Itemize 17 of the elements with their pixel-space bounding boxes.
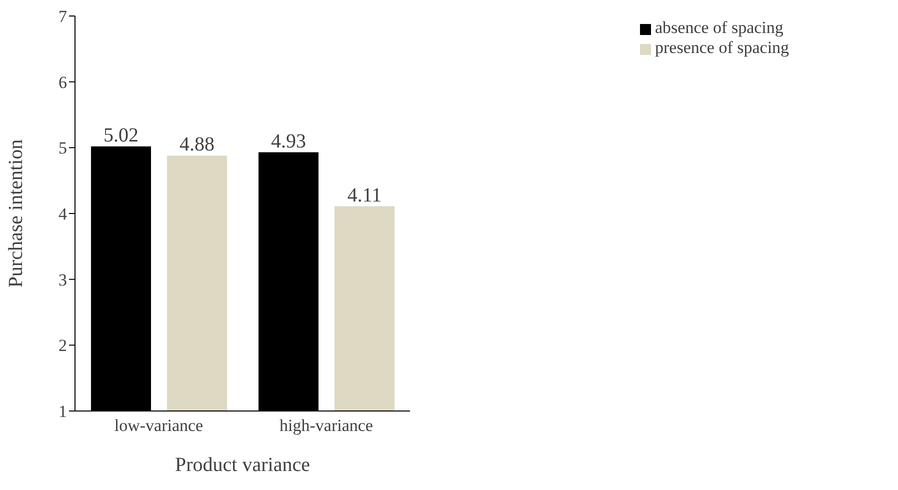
data-label: 4.11	[347, 184, 382, 206]
legend-label: absence of spacing	[655, 18, 784, 37]
x-tick-label: high-variance	[280, 416, 373, 436]
data-label: 4.88	[180, 134, 214, 156]
legend-label: presence of spacing	[655, 38, 790, 57]
y-tick-label: 7	[58, 7, 68, 26]
x-tick-label: low-variance	[114, 416, 204, 436]
data-label: 4.93	[271, 130, 306, 152]
y-tick-label: 6	[58, 72, 67, 92]
data-label: 5.02	[104, 124, 138, 146]
y-tick-label: 4	[58, 204, 68, 224]
y-tick-label: 2	[58, 336, 67, 356]
y-tick-label: 5	[58, 138, 67, 158]
y-tick-label: 3	[58, 270, 67, 290]
x-axis-title: Product variance	[175, 454, 310, 476]
y-axis-title: Purchase intention	[5, 139, 28, 288]
y-tick-label: 1	[58, 402, 67, 422]
